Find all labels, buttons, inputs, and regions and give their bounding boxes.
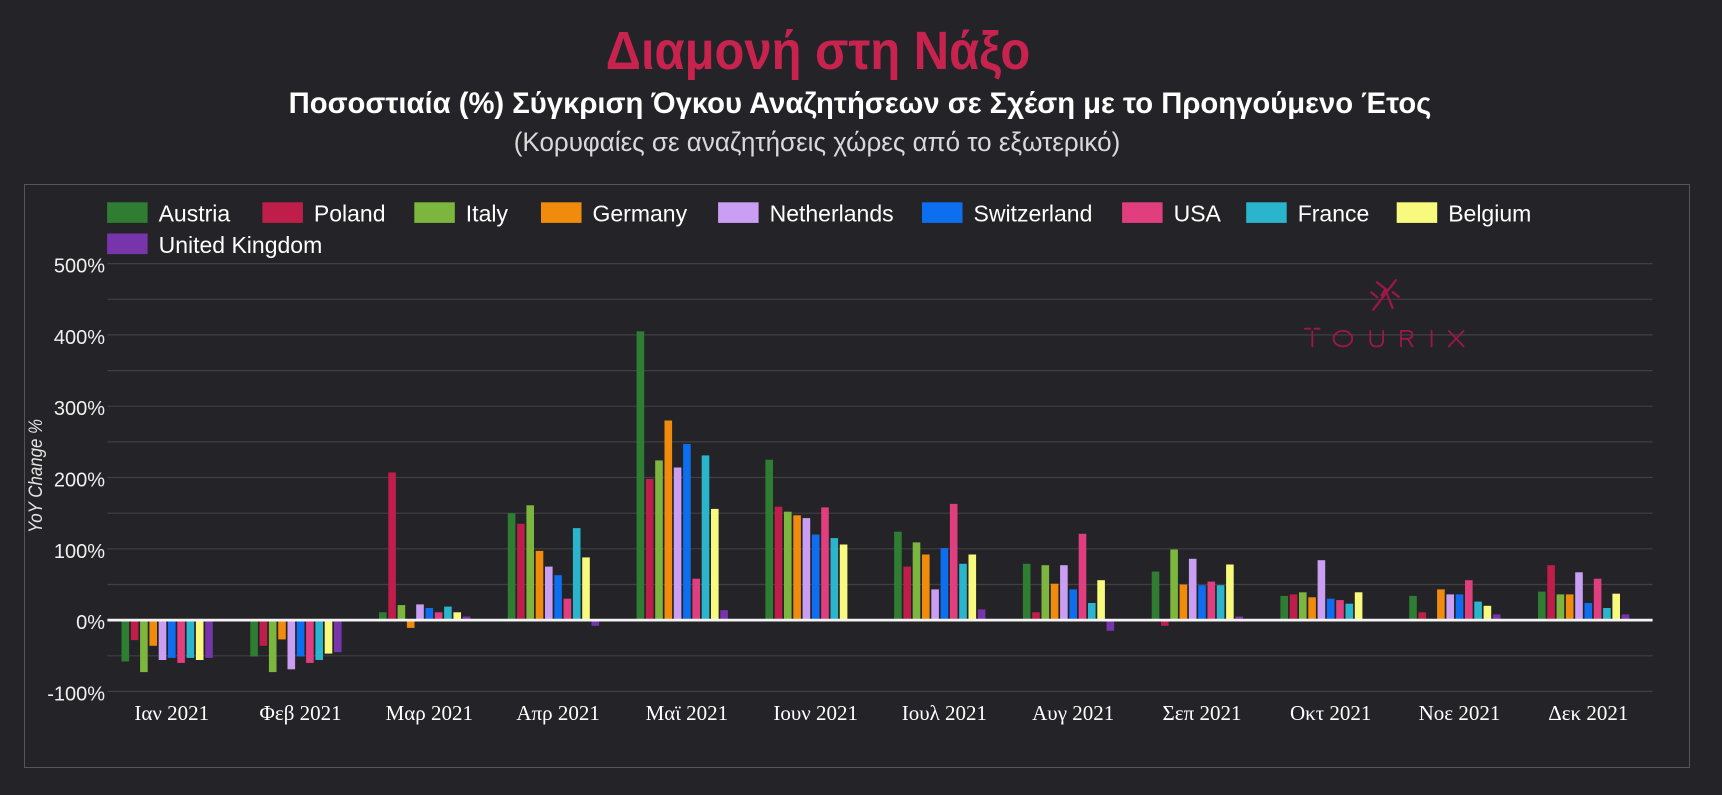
svg-text:Μαρ 2021: Μαρ 2021 (386, 701, 473, 725)
svg-text:Μαϊ 2021: Μαϊ 2021 (646, 701, 729, 725)
svg-text:Italy: Italy (466, 201, 509, 227)
svg-text:Switzerland: Switzerland (974, 201, 1093, 227)
svg-text:Ιουν 2021: Ιουν 2021 (773, 701, 858, 725)
svg-text:Δεκ 2021: Δεκ 2021 (1548, 701, 1628, 725)
svg-text:United Kingdom: United Kingdom (159, 232, 323, 258)
svg-text:Φεβ 2021: Φεβ 2021 (260, 701, 342, 725)
svg-text:0%: 0% (76, 612, 105, 634)
svg-text:100%: 100% (54, 541, 105, 563)
svg-text:500%: 500% (54, 256, 105, 278)
svg-text:Σεπ 2021: Σεπ 2021 (1163, 701, 1242, 725)
svg-text:400%: 400% (54, 327, 105, 349)
svg-text:Austria: Austria (159, 201, 231, 227)
svg-text:Απρ 2021: Απρ 2021 (516, 701, 600, 725)
svg-text:Ιουλ 2021: Ιουλ 2021 (902, 701, 987, 725)
svg-text:Νοε 2021: Νοε 2021 (1419, 701, 1501, 725)
svg-text:-100%: -100% (47, 683, 105, 705)
svg-text:Αυγ 2021: Αυγ 2021 (1032, 701, 1114, 725)
svg-text:Germany: Germany (593, 201, 688, 227)
svg-text:YoY Change %: YoY Change % (26, 419, 47, 533)
svg-text:200%: 200% (54, 470, 105, 492)
svg-text:Poland: Poland (314, 201, 386, 227)
svg-text:Οκτ 2021: Οκτ 2021 (1290, 701, 1371, 725)
svg-text:300%: 300% (54, 398, 105, 420)
svg-text:Ιαν 2021: Ιαν 2021 (134, 701, 209, 725)
svg-text:France: France (1298, 201, 1370, 227)
svg-text:Belgium: Belgium (1448, 201, 1531, 227)
svg-text:USA: USA (1174, 201, 1222, 227)
svg-text:Netherlands: Netherlands (770, 201, 894, 227)
